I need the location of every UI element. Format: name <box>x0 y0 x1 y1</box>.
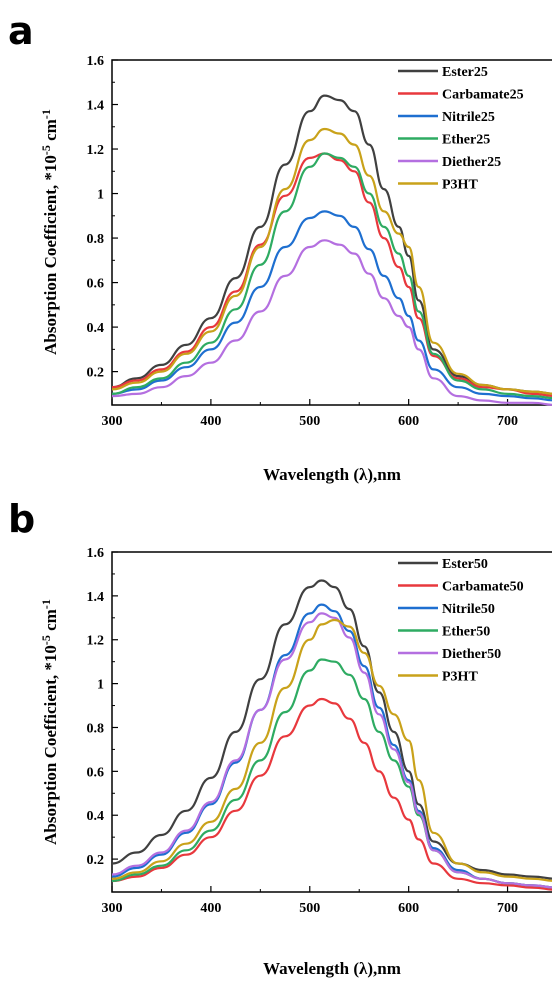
y-axis-title-a-sup1: -5 <box>39 145 53 155</box>
legend-label-a-0: Ester25 <box>442 65 488 80</box>
series-line-b-1 <box>111 697 552 891</box>
x-tick-label-a-4: 700 <box>497 414 518 429</box>
series-line-b-2 <box>111 603 552 889</box>
series-line-a-3 <box>111 152 552 400</box>
axes-a: 300 400 500 600 700 0.2 0.4 0.6 0.8 1 1.2 1.4 1.6 <box>87 54 519 429</box>
y-axis-title-a: Absorption Coefficient, *10-5 cm-1 <box>39 109 60 355</box>
legend-a: Ester25 Carbamate25 Nitrile25 Ether25 Diethe… <box>398 65 524 193</box>
legend-label-b-0: Ester50 <box>442 557 488 572</box>
y-tick-label-b-3: 0.8 <box>87 721 105 736</box>
series-line-a-1 <box>111 152 552 398</box>
legend-label-b-4: Diether50 <box>442 647 501 662</box>
y-tick-label-b-6: 1.4 <box>87 590 105 605</box>
y-tick-label-b-7: 1.6 <box>87 546 105 561</box>
y-tick-label-a-5: 1.2 <box>87 143 105 158</box>
x-tick-label-b-0: 300 <box>102 901 123 916</box>
y-axis-title-a-main: Absorption Coefficient, *10 <box>41 155 60 355</box>
series-line-a-0 <box>111 94 552 395</box>
legend-label-b-2: Nitrile50 <box>442 602 495 617</box>
axes-b: 300 400 500 600 700 0.2 0.4 0.6 0.8 1 1.2 1.4 1.6 <box>87 546 519 916</box>
x-tick-label-a-2: 500 <box>299 414 320 429</box>
series-line-a-4 <box>111 239 552 406</box>
y-axis-title-b-main: Absorption Coefficient, *10 <box>41 645 60 845</box>
panel-a: a 300 400 500 600 7000.20.40.60.811.21.41.6 … <box>8 9 552 484</box>
y-tick-label-a-1: 0.4 <box>87 321 105 336</box>
y-tick-label-b-1: 0.4 <box>87 809 105 824</box>
y-tick-label-a-7: 1.6 <box>87 54 105 69</box>
y-axis-title-a-sup2: -1 <box>39 109 53 119</box>
legend-label-a-4: Diether25 <box>442 155 501 170</box>
y-tick-label-b-4: 1 <box>97 678 104 693</box>
y-tick-label-a-0: 0.2 <box>87 366 105 381</box>
series-lines-b <box>111 579 552 891</box>
y-tick-label-a-3: 0.8 <box>87 232 105 247</box>
legend-label-a-5: P3HT <box>442 178 478 193</box>
series-line-b-5 <box>111 618 552 882</box>
series-line-a-2 <box>111 210 552 402</box>
y-tick-label-b-0: 0.2 <box>87 853 105 868</box>
series-lines-a <box>111 94 552 406</box>
plot-frame-a <box>111 59 552 406</box>
legend-b: Ester50 Carbamate50 Nitrile50 Ether50 Diethe… <box>398 557 524 685</box>
legend-label-b-1: Carbamate50 <box>442 580 524 595</box>
x-axis-title-a: Wavelength (λ),nm <box>263 465 401 484</box>
x-tick-label-b-1: 400 <box>200 901 221 916</box>
x-tick-label-a-3: 600 <box>398 414 419 429</box>
y-tick-label-a-4: 1 <box>97 188 104 203</box>
y-axis-title-b-sup2: -1 <box>39 599 53 609</box>
legend-label-a-1: Carbamate25 <box>442 88 524 103</box>
x-tick-label-b-4: 700 <box>497 901 518 916</box>
x-axis-title-b: Wavelength (λ),nm <box>263 959 401 978</box>
legend-label-b-3: Ether50 <box>442 625 490 640</box>
plot-frame-b <box>111 551 552 893</box>
y-tick-label-a-6: 1.4 <box>87 99 105 114</box>
panel-b-label: b <box>8 497 35 541</box>
y-tick-label-a-2: 0.6 <box>87 277 105 292</box>
y-axis-title-b-mid: cm <box>41 609 60 635</box>
x-tick-label-a-1: 400 <box>200 414 221 429</box>
y-axis-title-b: Absorption Coefficient, *10-5 cm-1 <box>39 599 60 845</box>
series-line-b-3 <box>111 658 552 889</box>
y-tick-label-b-5: 1.2 <box>87 634 105 649</box>
x-tick-label-b-3: 600 <box>398 901 419 916</box>
legend-label-a-3: Ether25 <box>442 133 490 148</box>
series-line-a-5 <box>111 127 552 395</box>
legend-label-b-5: P3HT <box>442 670 478 685</box>
panel-a-label: a <box>8 9 34 53</box>
y-tick-label-b-2: 0.6 <box>87 765 105 780</box>
y-axis-title-a-mid: cm <box>41 119 60 145</box>
x-tick-label-a-0: 300 <box>102 414 123 429</box>
series-line-b-4 <box>111 612 552 889</box>
panel-b: b 300 400 500 600 7000.20.40.60.811.21.41.6 … <box>8 497 552 978</box>
legend-label-a-2: Nitrile25 <box>442 110 495 125</box>
x-tick-label-b-2: 500 <box>299 901 320 916</box>
y-axis-title-b-sup1: -5 <box>39 635 53 645</box>
